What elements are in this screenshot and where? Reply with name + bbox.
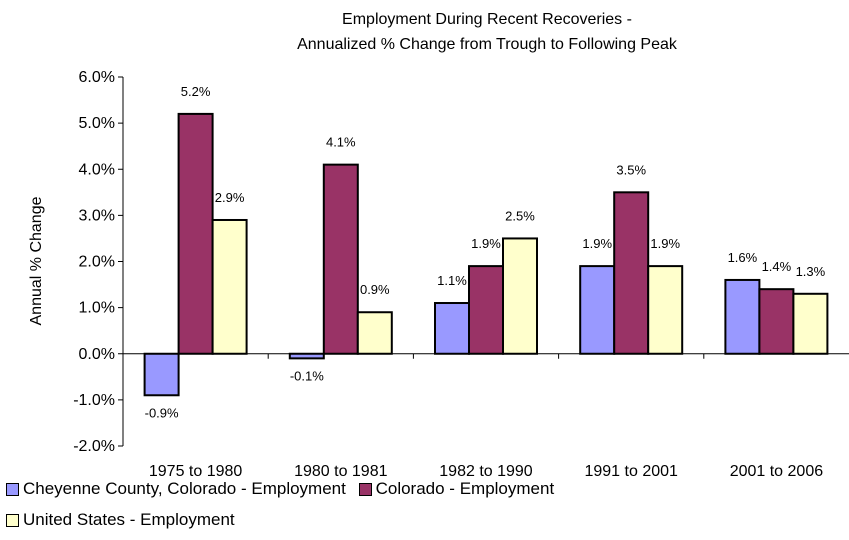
data-label: 4.1% [326,135,356,150]
legend-item-us: United States - Employment [6,509,235,531]
data-label: 1.9% [471,236,501,251]
legend-label-colorado: Colorado - Employment [375,479,555,498]
data-label: -0.1% [290,368,324,383]
bar [613,191,650,355]
data-label: 1.4% [762,259,792,274]
legend-item-cheyenne: Cheyenne County, Colorado - Employment [6,478,346,500]
bar [792,292,829,355]
y-tick-label: 2.0% [79,254,115,271]
data-label: 1.1% [437,273,467,288]
data-label: 3.5% [616,162,646,177]
legend-item-colorado: Colorado - Employment [358,478,555,500]
legend-label-us: United States - Employment [23,510,235,529]
legend-swatch-colorado [358,482,372,496]
y-tick-label: 1.0% [79,300,115,317]
bar [143,352,180,397]
legend-swatch-cheyenne [6,482,19,496]
y-tick-label: -2.0% [73,438,115,455]
bar [758,288,795,355]
y-tick-label: -1.0% [73,392,115,409]
bar [579,265,616,355]
y-tick-label: 6.0% [79,69,115,86]
chart-title-line-1: Employment During Recent Recoveries - [342,11,632,28]
x-category-label: 1982 to 1990 [439,463,533,480]
data-label: -0.9% [145,405,179,420]
legend-row-2: United States - Employment [6,509,846,540]
data-label: 1.9% [582,236,612,251]
data-label: 2.5% [505,208,535,223]
legend: Cheyenne County, Colorado - Employment C… [6,478,846,540]
bar [502,237,538,355]
chart-title-line-2: Annualized % Change from Trough to Follo… [297,36,678,53]
bar [177,112,214,355]
y-tick-label: 4.0% [79,161,115,178]
data-label: 1.9% [650,236,680,251]
y-tick-label: 5.0% [79,115,115,132]
legend-swatch-us [6,513,19,527]
bar [211,218,248,355]
x-category-label: 1975 to 1980 [149,463,243,480]
bar [356,311,393,355]
data-label: 1.3% [796,264,826,279]
x-category-label: 2001 to 2006 [730,463,824,480]
x-category-label: 1991 to 2001 [584,463,678,480]
data-label: 0.9% [360,282,390,297]
bar [434,302,470,355]
y-tick-label: 3.0% [79,207,115,224]
data-label: 5.2% [181,84,211,99]
bar [724,278,761,355]
data-label: 1.6% [728,250,758,265]
x-category-label: 1980 to 1981 [294,463,388,480]
y-tick-label: 0.0% [79,346,115,363]
y-axis-title: Annual % Change [28,196,45,325]
bar [468,265,504,355]
legend-label-cheyenne: Cheyenne County, Colorado - Employment [23,479,346,498]
plot-area: 6.0% 5.0% 4.0% 3.0% 2.0% 1.0% 0.0% -1.0% -2.0% -0… [73,69,849,480]
bar [647,265,684,355]
bar [288,352,325,360]
bar [322,163,359,355]
legend-row-1: Cheyenne County, Colorado - Employment C… [6,478,846,509]
data-label: 2.9% [215,190,245,205]
